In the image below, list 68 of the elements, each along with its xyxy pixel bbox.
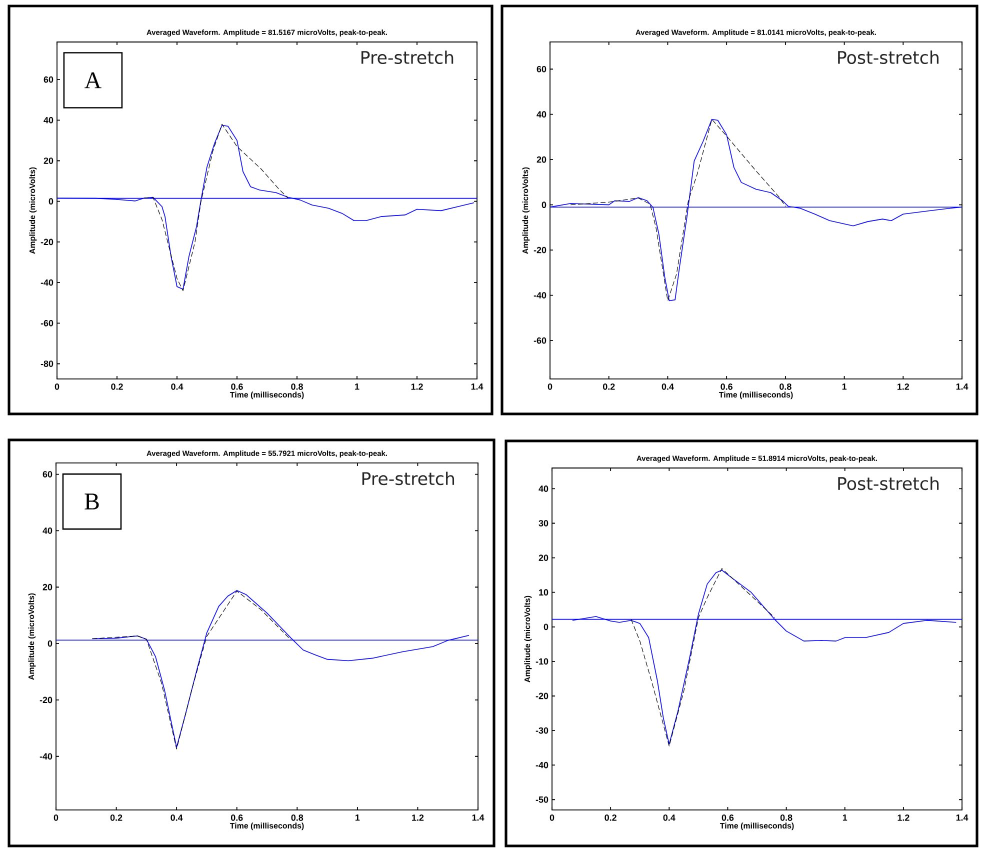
y-tick-label: -30 bbox=[536, 727, 548, 734]
y-tick-label: -60 bbox=[40, 320, 54, 326]
x-tick-label: 1 bbox=[356, 814, 360, 821]
x-tick-label: 1.4 bbox=[471, 384, 484, 390]
y-tick-label: -20 bbox=[40, 238, 54, 246]
x-tick-label: 1 bbox=[355, 384, 360, 390]
y-tick-label: -40 bbox=[40, 279, 54, 286]
y-tick-label: -10 bbox=[536, 658, 548, 665]
x-tick-label: 0.2 bbox=[110, 814, 122, 821]
x-tick-label: 0 bbox=[54, 814, 58, 821]
y-tick-label: 40 bbox=[42, 528, 52, 534]
y-tick-label: 0 bbox=[48, 640, 52, 647]
y-tick-label: 60 bbox=[44, 76, 54, 83]
y-tick-label: 40 bbox=[536, 111, 546, 118]
x-tick-label: 0.6 bbox=[722, 814, 734, 821]
y-tick-label: 20 bbox=[42, 584, 52, 590]
y-tick-label: -50 bbox=[536, 796, 548, 803]
x-tick-label: 1.2 bbox=[412, 814, 424, 821]
x-tick-label: 1.4 bbox=[956, 384, 968, 390]
y-tick-label: 0 bbox=[542, 202, 546, 208]
x-tick-label: 1.2 bbox=[411, 383, 423, 390]
y-tick-label: -40 bbox=[40, 753, 52, 760]
y-tick-label: -20 bbox=[40, 696, 52, 704]
y-tick-label: 60 bbox=[536, 66, 546, 72]
x-tick-label: 0.2 bbox=[604, 814, 616, 821]
x-tick-label: 0.6 bbox=[230, 814, 243, 821]
x-tick-label: 0.4 bbox=[662, 383, 674, 390]
y-tick-label: 40 bbox=[538, 486, 548, 492]
y-tick-label: -40 bbox=[534, 292, 546, 298]
x-tick-label: 1.4 bbox=[472, 814, 484, 821]
annotation: Post-stretch bbox=[838, 50, 938, 64]
annotation: A bbox=[84, 72, 102, 88]
y-tick-label: 0 bbox=[544, 624, 548, 630]
x-tick-label: 1.4 bbox=[956, 814, 968, 821]
y-tick-label: -40 bbox=[536, 762, 548, 768]
x-tick-label: 0.4 bbox=[170, 814, 183, 821]
annotation: Post-stretch bbox=[838, 476, 939, 490]
y-tick-label: 20 bbox=[44, 158, 54, 164]
x-tick-label: 0.4 bbox=[663, 814, 676, 821]
x-tick-label: 0.8 bbox=[291, 383, 303, 390]
x-tick-label: 0.6 bbox=[720, 383, 732, 390]
x-tick-label: 0.2 bbox=[602, 383, 615, 390]
x-tick-label: 1 bbox=[842, 814, 848, 821]
annotation: B bbox=[84, 494, 99, 510]
annotation: Pre-stretch bbox=[361, 50, 454, 64]
x-tick-label: 0.2 bbox=[111, 383, 123, 390]
x-tick-label: 0.8 bbox=[291, 814, 304, 821]
x-tick-label: 0 bbox=[54, 383, 60, 390]
y-tick-label: 0 bbox=[48, 198, 54, 205]
y-tick-label: 30 bbox=[538, 520, 548, 526]
y-tick-label: -20 bbox=[534, 246, 546, 254]
y-tick-label: -60 bbox=[534, 337, 546, 344]
y-tick-label: -80 bbox=[40, 360, 54, 367]
y-tick-label: 40 bbox=[44, 116, 54, 124]
y-tick-label: 20 bbox=[536, 156, 546, 163]
y-tick-label: -20 bbox=[536, 692, 548, 700]
x-tick-label: 0.8 bbox=[780, 814, 792, 821]
x-tick-label: 0.8 bbox=[780, 383, 792, 390]
x-tick-label: 1 bbox=[842, 384, 847, 390]
x-tick-label: 1.2 bbox=[898, 814, 910, 821]
x-tick-label: 0.4 bbox=[171, 383, 184, 390]
y-tick-label: 20 bbox=[538, 554, 548, 561]
x-tick-label: 0 bbox=[550, 814, 554, 821]
x-tick-label: 0.6 bbox=[231, 383, 243, 390]
annotation: Pre-stretch bbox=[362, 472, 454, 486]
y-tick-label: 60 bbox=[42, 471, 52, 478]
x-tick-label: 1.2 bbox=[897, 383, 910, 390]
y-tick-label: 10 bbox=[539, 589, 548, 596]
